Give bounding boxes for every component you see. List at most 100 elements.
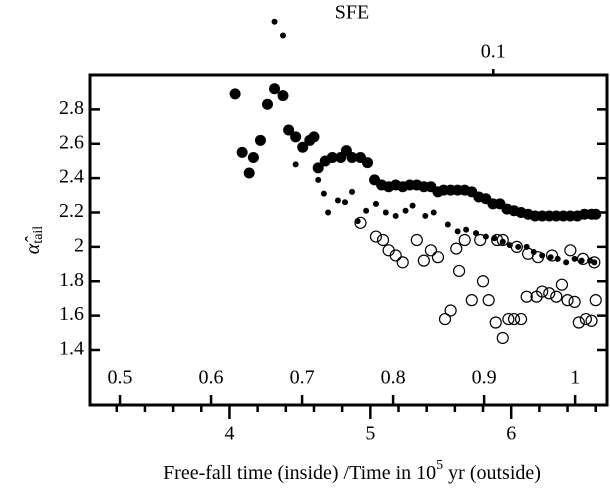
data-point <box>568 295 581 308</box>
data-point <box>507 312 521 326</box>
inner-x-tick-label: 1 <box>570 367 580 389</box>
data-point <box>444 221 451 228</box>
data-point <box>476 275 490 288</box>
data-point <box>561 294 574 307</box>
data-point <box>496 331 509 345</box>
data-point <box>261 98 273 110</box>
y-label-sub: tail <box>31 226 46 244</box>
y-tick-label: 2.2 <box>59 200 84 222</box>
data-point <box>547 254 554 261</box>
top-x-tick-label: 0.1 <box>481 41 506 63</box>
data-point <box>590 208 602 220</box>
data-point <box>247 152 259 163</box>
inner-x-tick-label: 0.6 <box>199 367 224 389</box>
plot-frame <box>88 73 609 407</box>
data-point <box>334 197 341 204</box>
data-point <box>389 249 402 262</box>
data-point <box>283 124 295 136</box>
data-point <box>362 157 374 169</box>
x-label-text: Free-fall time (inside) /Time in 10 <box>163 462 436 484</box>
data-point <box>312 162 324 174</box>
data-point <box>578 257 585 264</box>
data-point <box>341 199 348 206</box>
data-point <box>536 285 549 298</box>
data-point <box>271 18 278 25</box>
data-point <box>454 228 461 235</box>
data-point <box>543 287 556 300</box>
data-point <box>545 249 559 262</box>
data-point <box>514 312 528 326</box>
data-point <box>430 209 437 216</box>
data-point <box>444 304 457 317</box>
data-point <box>591 259 598 266</box>
inner-x-tick-label: 0.7 <box>290 367 315 389</box>
data-point <box>572 316 585 329</box>
data-point <box>588 256 601 269</box>
data-point <box>346 152 358 163</box>
inner-x-tick-label: 0.9 <box>472 367 497 389</box>
y-tick-label: 1.8 <box>59 269 84 291</box>
data-point <box>489 316 502 329</box>
data-point <box>450 242 463 255</box>
x-tick-label: 5 <box>365 423 375 445</box>
data-point <box>417 254 430 267</box>
data-point <box>269 83 281 95</box>
data-point <box>579 312 592 326</box>
data-point <box>576 252 590 266</box>
data-point <box>422 212 429 219</box>
data-point <box>325 209 332 216</box>
y-tick-label: 2.8 <box>59 97 84 119</box>
data-point <box>243 167 255 179</box>
data-point <box>520 290 533 303</box>
data-point <box>308 131 320 143</box>
data-point <box>452 264 466 278</box>
data-point <box>354 216 367 229</box>
x-label-text: yr (outside) <box>443 462 541 484</box>
data-point <box>229 88 241 100</box>
data-point <box>482 233 489 240</box>
data-point <box>431 251 445 264</box>
data-point <box>292 161 299 168</box>
x-label-sup: 5 <box>436 458 443 473</box>
data-point <box>290 131 302 143</box>
data-point <box>550 290 563 303</box>
data-point <box>465 294 478 307</box>
y-axis-label: α̂tail <box>22 226 47 254</box>
y-tick-label: 2.4 <box>59 166 84 188</box>
x-tick-label: 4 <box>224 423 234 445</box>
data-point <box>315 176 322 183</box>
data-point <box>564 244 577 257</box>
y-tick-label: 1.6 <box>59 303 84 325</box>
x-tick-label: 6 <box>506 423 516 445</box>
data-point <box>502 312 515 326</box>
data-point <box>438 312 452 326</box>
data-point <box>402 207 409 214</box>
y-tick-label: 2 <box>74 234 84 256</box>
data-point <box>392 212 399 219</box>
x-axis-label: Free-fall time (inside) /Time in 105 yr … <box>163 458 541 483</box>
data-point <box>376 233 390 247</box>
data-point <box>409 202 416 209</box>
data-point <box>589 294 602 307</box>
inner-x-tick-label: 0.5 <box>108 367 133 389</box>
data-point <box>349 188 356 195</box>
data-point <box>482 294 495 307</box>
data-point <box>510 240 523 253</box>
inner-x-tick-label: 0.8 <box>381 367 406 389</box>
data-point <box>554 255 561 262</box>
data-point <box>563 259 570 266</box>
data-point <box>369 230 383 243</box>
data-point <box>326 152 338 163</box>
data-point <box>496 233 509 247</box>
data-point <box>585 314 598 327</box>
data-point <box>382 209 389 216</box>
data-point <box>279 32 286 39</box>
y-tick-label: 1.4 <box>59 338 84 360</box>
marks <box>229 18 602 345</box>
data-point <box>297 141 309 153</box>
data-point <box>372 200 379 207</box>
data-point <box>531 251 545 264</box>
data-point <box>236 146 248 158</box>
data-point <box>491 233 504 247</box>
